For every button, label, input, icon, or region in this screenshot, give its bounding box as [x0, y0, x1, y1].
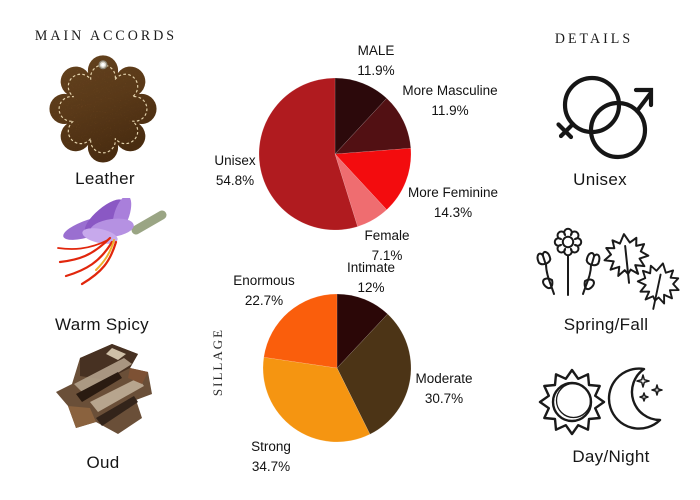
- sun-rays: [538, 368, 606, 436]
- male-symbol-arrowhead: [633, 87, 654, 108]
- saffron-flower-image: [57, 198, 167, 286]
- pie-slice-female: [334, 153, 388, 227]
- sillage-axis-label: SILLAGE: [210, 327, 225, 397]
- unisex-gender-icon: [556, 75, 654, 160]
- detail-label-unisex: Unisex: [573, 170, 627, 189]
- male-symbol-shaft: [634, 91, 653, 114]
- pie-slice-unisex: [258, 77, 358, 231]
- sparkle-stars: [636, 374, 663, 402]
- pie-slice-moderate: [336, 313, 412, 435]
- detail-label-spring-fall: Spring/Fall: [563, 315, 649, 334]
- sun-core-sketch-line: [555, 382, 592, 419]
- stitching-outline: [58, 64, 148, 154]
- saffron-stigmas: [57, 236, 118, 286]
- gender-pie: [258, 77, 412, 231]
- male-symbol-circle: [588, 100, 648, 160]
- pie-slice-strong: [262, 356, 371, 443]
- pie-slice-more-feminine: [334, 148, 412, 211]
- pie-slice-intimate: [336, 293, 388, 369]
- accord-label-warm-spicy: Warm Spicy: [55, 315, 149, 334]
- maple-leaf-2: [631, 258, 685, 310]
- accord-label-oud: Oud: [86, 453, 120, 472]
- leather-texture: [49, 55, 157, 163]
- pie-slice-more-masculine: [334, 97, 412, 155]
- saffron-stem: [131, 210, 167, 235]
- sillage-pie: [262, 293, 412, 443]
- pie-slice-male: [334, 77, 388, 155]
- saffron-petals: [63, 198, 134, 244]
- saffron-stamen: [95, 239, 115, 271]
- crescent-moon: [607, 367, 662, 430]
- pie-slice-enormous: [263, 293, 338, 369]
- left-tulip: [535, 249, 553, 267]
- main-accords-title: MAIN ACCORDS: [34, 28, 178, 45]
- gear-flower: [553, 227, 583, 257]
- maple-leaf-1: [601, 230, 652, 287]
- grommet-hole-center: [101, 62, 105, 67]
- leather-patch-image: [49, 55, 157, 163]
- female-symbol-crossbar: [556, 122, 574, 140]
- accord-label-leather: Leather: [75, 169, 135, 188]
- spring-fall-icon: [535, 227, 685, 310]
- right-tulip-leaf: [583, 278, 595, 291]
- detail-label-day-night: Day/Night: [572, 447, 650, 466]
- day-night-icon: [538, 367, 663, 436]
- details-title: DETAILS: [554, 31, 634, 48]
- oud-wood-image: [56, 344, 152, 434]
- right-tulip: [584, 251, 602, 268]
- left-tulip-leaf: [542, 277, 554, 290]
